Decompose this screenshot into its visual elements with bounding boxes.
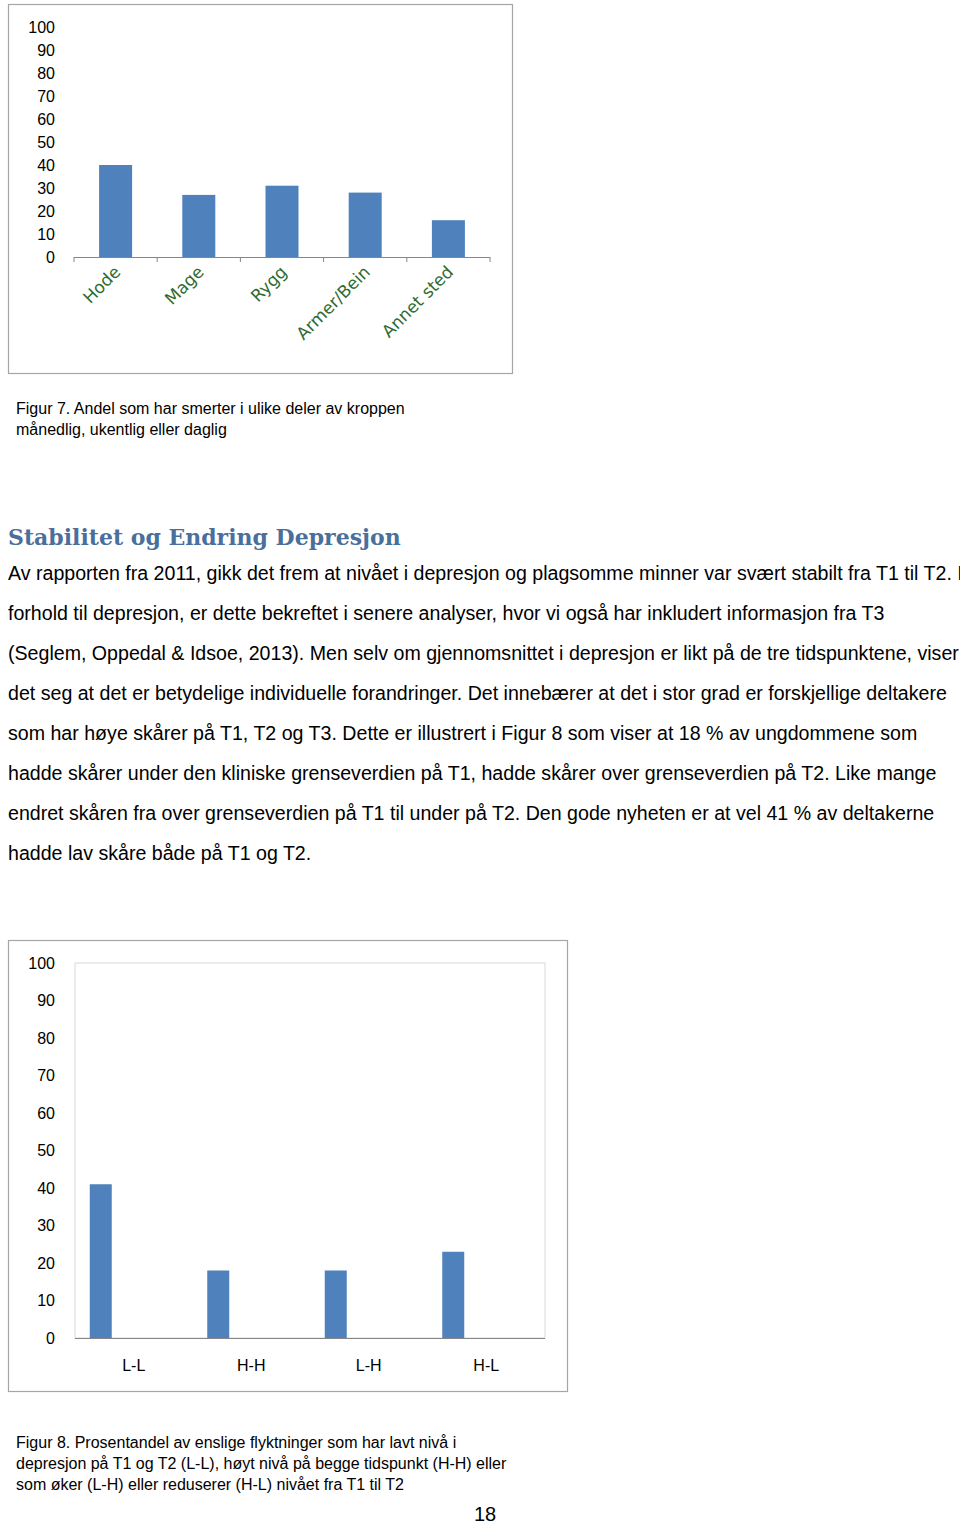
bars	[90, 1184, 465, 1338]
y-tick	[70, 142, 74, 143]
y-tick	[71, 1113, 75, 1114]
y-tick-label: 10	[37, 226, 55, 243]
y-tick	[71, 1075, 75, 1076]
figure-caption: som øker (L-H) eller reduserer (H-L) niv…	[16, 1474, 404, 1495]
x-tick-label: Annet sted	[378, 262, 458, 342]
y-tick	[70, 73, 74, 74]
x-tick	[74, 257, 75, 262]
y-tick	[71, 1225, 75, 1226]
bar	[99, 165, 132, 257]
x-tick	[323, 257, 324, 262]
x-axis	[74, 257, 490, 258]
x-axis	[75, 1338, 545, 1339]
x-tick-label: Rygg	[247, 262, 291, 306]
y-tick-label: 10	[37, 1292, 55, 1309]
y-tick-label: 80	[37, 1030, 55, 1047]
y-tick	[70, 27, 74, 28]
y-tick	[71, 1300, 75, 1301]
bar	[207, 1271, 229, 1339]
y-tick	[70, 50, 74, 51]
x-tick	[240, 257, 241, 262]
y-tick-label: 20	[37, 1255, 55, 1272]
x-tick-label: H-L	[473, 1357, 499, 1374]
x-tick-label: L-L	[122, 1357, 145, 1374]
y-tick-label: 70	[37, 1067, 55, 1084]
y-tick-label: 20	[37, 203, 55, 220]
figure-caption: Figur 8. Prosentandel av enslige flyktni…	[16, 1432, 456, 1453]
bar	[349, 193, 382, 257]
x-tick	[157, 257, 158, 262]
body-paragraph: Av rapporten fra 2011, gikk det frem at …	[8, 553, 960, 873]
chart-border	[9, 5, 513, 374]
x-tick	[490, 257, 491, 262]
bar-chart: 0 10 20 30 40 50 60 70 80 90 100 L-L H-H L-H H-L	[9, 941, 568, 1392]
y-tick-label: 80	[37, 65, 55, 82]
y-tick-label: 90	[37, 992, 55, 1009]
figure-caption: Figur 7. Andel som har smerter i ulike d…	[16, 398, 405, 419]
y-tick	[70, 257, 74, 258]
y-tick	[71, 1338, 75, 1339]
y-tick-label: 30	[37, 1217, 55, 1234]
y-tick-label: 100	[28, 955, 55, 972]
y-tick-label: 60	[37, 1105, 55, 1122]
section-heading: Stabilitet og Endring Depresjon	[8, 524, 401, 550]
y-tick	[70, 165, 74, 166]
y-tick-label: 0	[46, 1330, 55, 1347]
page-number: 18	[474, 1503, 496, 1526]
y-tick-label: 100	[28, 19, 55, 36]
figure-caption: månedlig, ukentlig eller daglig	[16, 419, 227, 440]
bar	[182, 195, 215, 257]
x-tick-label: L-H	[356, 1357, 382, 1374]
y-tick-label: 0	[46, 249, 55, 266]
y-tick-label: 90	[37, 42, 55, 59]
x-tick-label: Armer/Bein	[292, 262, 374, 344]
y-tick-label: 30	[37, 180, 55, 197]
bar	[432, 220, 465, 257]
bar	[442, 1252, 464, 1338]
y-tick-label: 40	[37, 157, 55, 174]
x-tick-label: H-H	[237, 1357, 265, 1374]
y-tick	[70, 234, 74, 235]
y-tick	[71, 1188, 75, 1189]
y-tick	[71, 1000, 75, 1001]
x-tick-label: Mage	[161, 262, 208, 309]
y-tick	[71, 1150, 75, 1151]
y-tick	[71, 1263, 75, 1264]
y-tick-label: 70	[37, 88, 55, 105]
y-tick-label: 60	[37, 111, 55, 128]
y-tick-label: 50	[37, 1142, 55, 1159]
y-tick-label: 40	[37, 1180, 55, 1197]
y-tick	[70, 211, 74, 212]
y-tick	[70, 96, 74, 97]
y-tick-label: 50	[37, 134, 55, 151]
y-tick	[70, 188, 74, 189]
chart-border	[9, 941, 568, 1392]
x-tick-label: Hode	[79, 262, 125, 308]
bars	[99, 165, 465, 257]
plot-frame	[75, 963, 545, 1338]
x-tick	[406, 257, 407, 262]
y-tick	[70, 119, 74, 120]
y-tick	[71, 1038, 75, 1039]
figure-caption: depresjon på T1 og T2 (L-L), høyt nivå p…	[16, 1453, 506, 1474]
bar	[90, 1184, 112, 1338]
bar-chart: 0 10 20 30 40 50 60 70 80 90 100 Hode Mage RyggArmer/…	[9, 5, 513, 374]
y-tick	[71, 963, 75, 964]
bar	[325, 1271, 347, 1339]
bar	[266, 186, 299, 257]
